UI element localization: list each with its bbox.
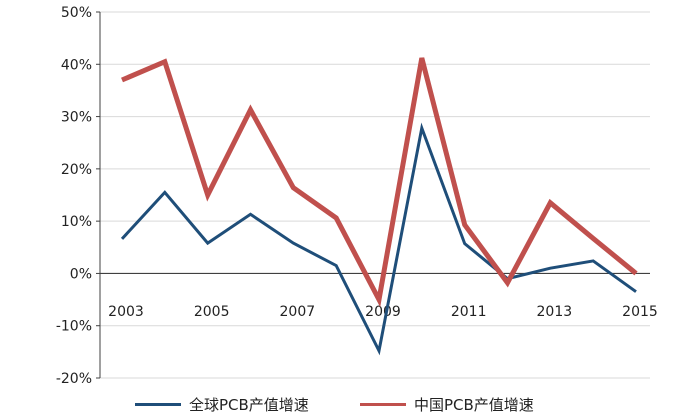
x-tick-label: 2003 (108, 304, 144, 320)
x-tick-label: 2005 (194, 304, 230, 320)
y-tick-label: 10% (61, 214, 92, 230)
x-axis-tick-labels: 2003 2005 2007 2009 2011 2013 2015 (108, 304, 658, 320)
legend-item-global: 全球PCB产值增速 (135, 392, 309, 416)
x-tick-label: 2011 (451, 304, 487, 320)
series-lines (120, 57, 638, 356)
legend-item-china: 中国PCB产值增速 (360, 392, 534, 416)
y-tick-label: 30% (61, 110, 92, 126)
x-tick-label: 2007 (280, 304, 316, 320)
legend-swatch-china (360, 402, 406, 406)
y-tick-label: -10% (56, 319, 92, 335)
x-tick-label: 2015 (622, 304, 658, 320)
line-chart: 50%40%30%20%10%0%-10%-20% 2003 2005 2007 20… (56, 5, 658, 387)
y-tick-label: 40% (61, 57, 92, 73)
legend-label-global: 全球PCB产值增速 (189, 395, 309, 414)
series-line-china (121, 57, 638, 308)
x-tick-label: 2009 (365, 304, 401, 320)
legend-swatch-global (135, 402, 181, 406)
x-tick-label: 2013 (537, 304, 573, 320)
series-line-global (120, 122, 637, 356)
y-tick-label: 50% (61, 5, 92, 21)
axes (96, 11, 650, 379)
y-tick-label: 0% (70, 266, 92, 282)
y-axis-tick-labels: 50% 40% 30% 20% 10% 0% -10% -20% (56, 5, 92, 387)
legend: 全球PCB产值增速 中国PCB产值增速 (0, 392, 700, 416)
y-tick-label: 20% (61, 162, 92, 178)
legend-label-china: 中国PCB产值增速 (414, 395, 534, 414)
y-tick-label: -20% (56, 371, 92, 387)
grid-lines (100, 11, 650, 379)
